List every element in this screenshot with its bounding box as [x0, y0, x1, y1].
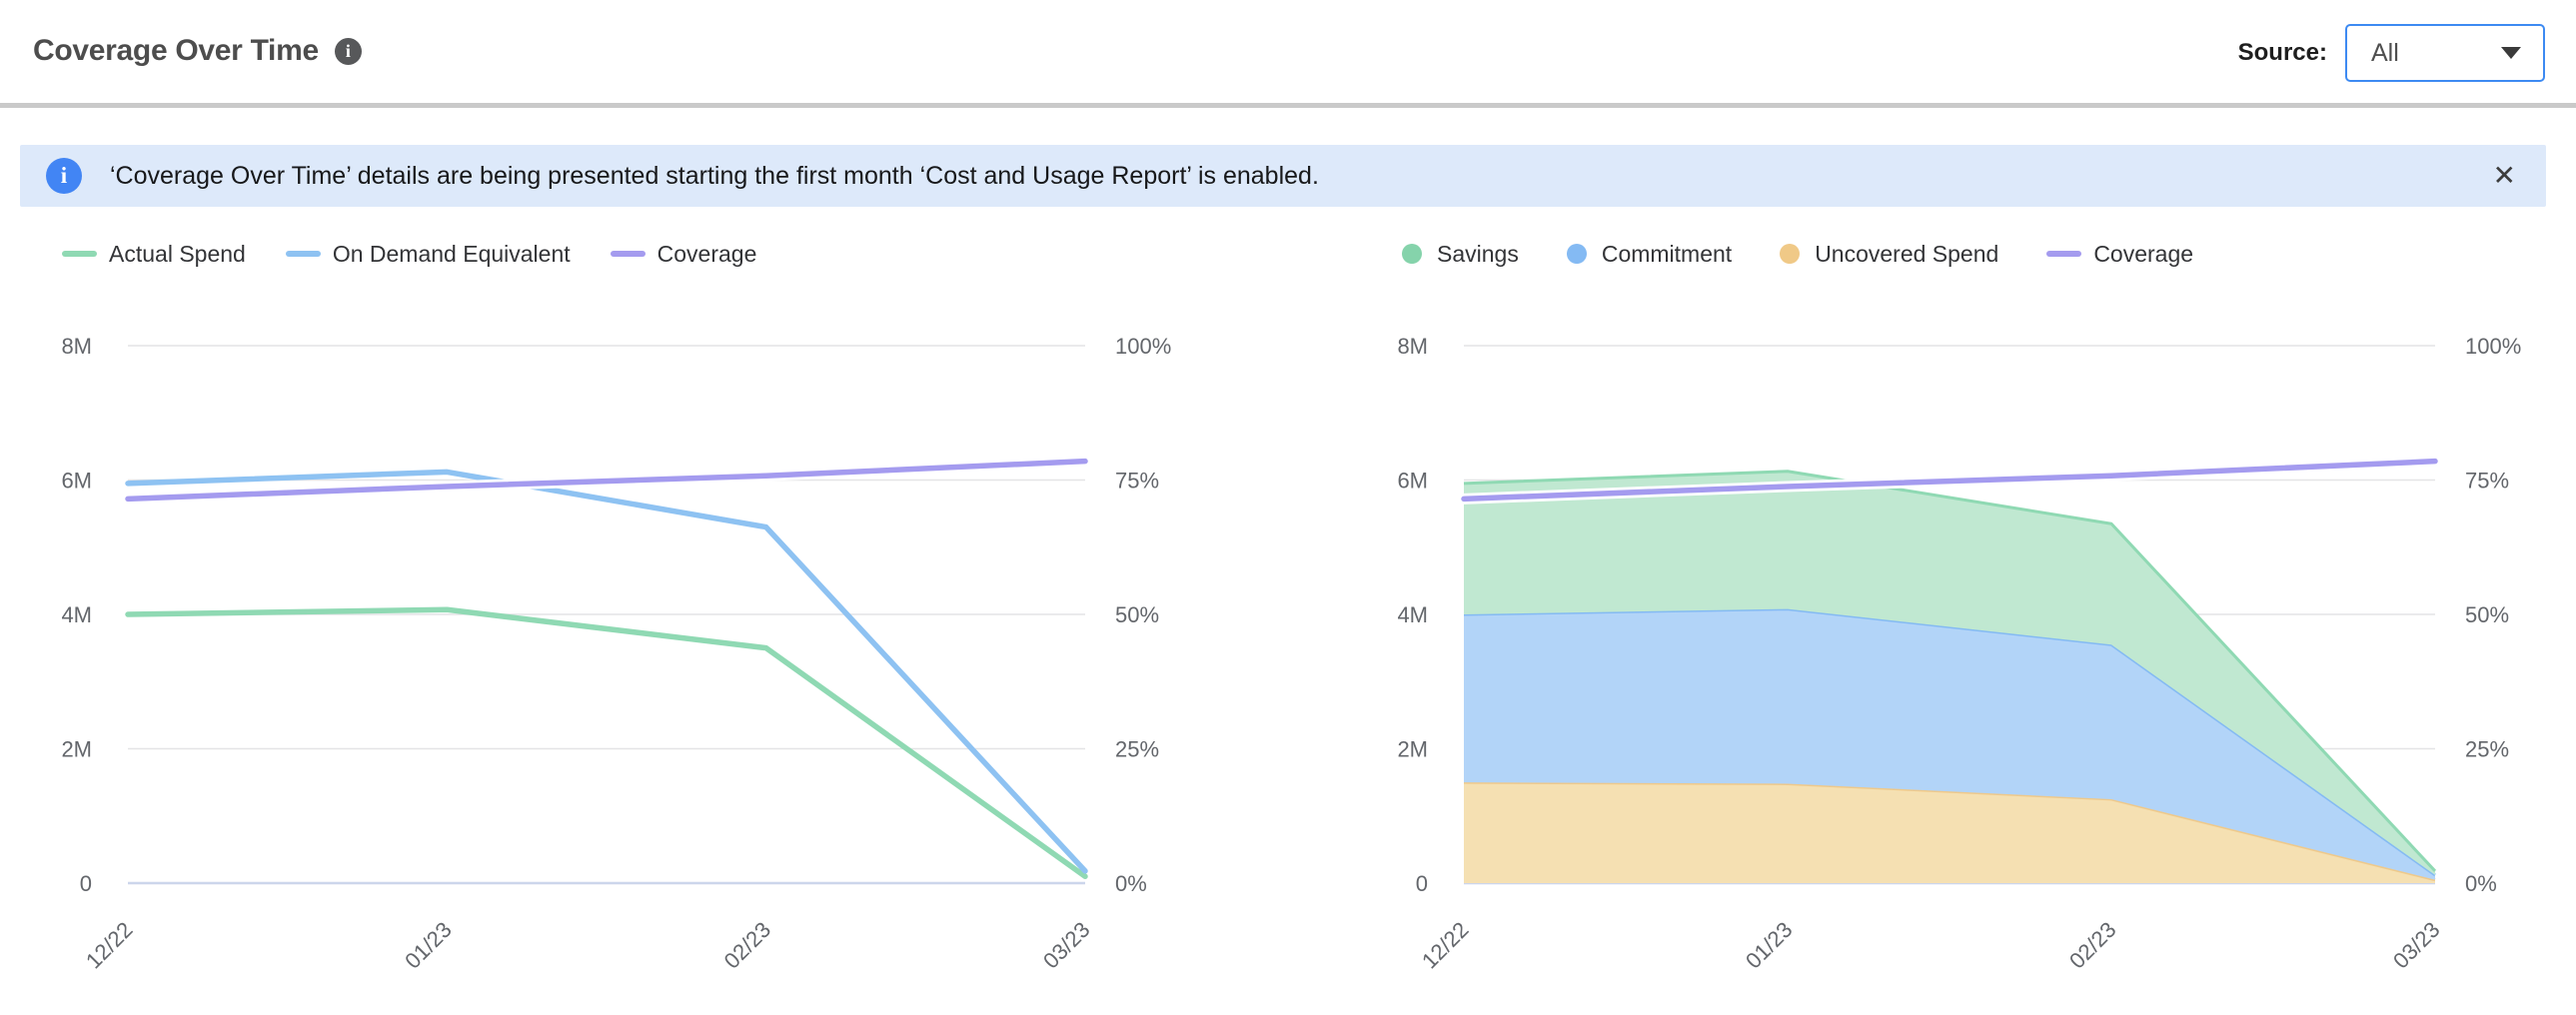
series-actual-spend-line[interactable] [125, 606, 1088, 880]
y-axis-tick-left: 2M [61, 737, 92, 762]
legend-left: Actual Spend On Demand Equivalent Coverage [62, 240, 796, 268]
stacked-area-chart-savings-commitment[interactable]: 0 0% 2M 25% 4M 50% 6M 75% 8M 100% 12/22 01/23 02/23 0… [1339, 300, 2576, 1015]
y-axis-tick-left: 4M [61, 602, 92, 627]
series-coverage-line[interactable] [125, 458, 1088, 503]
y-axis-tick-left: 8M [61, 334, 92, 359]
legend-label: Actual Spend [109, 240, 246, 267]
legend-right: Savings Commitment Uncovered Spend Coverage [1402, 240, 2241, 268]
x-axis-tick: 01/23 [400, 917, 457, 974]
area-savings[interactable] [1464, 471, 2435, 875]
legend-circle-swatch-uncovered-spend [1780, 244, 1801, 264]
y-axis-tick-left: 0 [80, 871, 92, 896]
y-axis-tick-left: 6M [1397, 469, 1428, 494]
legend-item-savings[interactable]: Savings [1402, 241, 1519, 268]
header: Coverage Over Time i Source: All [0, 0, 2576, 108]
y-axis-tick-right: 0% [2465, 871, 2497, 896]
y-axis-tick-right: 75% [1115, 469, 1159, 494]
y-axis-tick-right: 50% [2465, 602, 2509, 627]
chevron-down-icon [2501, 47, 2521, 59]
y-axis-tick-right: 50% [1115, 602, 1159, 627]
source-label: Source: [2237, 39, 2327, 66]
y-axis-tick-left: 8M [1397, 334, 1428, 359]
legend-line-swatch-coverage [2046, 251, 2082, 257]
area-commitment[interactable] [1464, 608, 2435, 880]
legend-label: Commitment [1601, 240, 1733, 267]
legend-line-swatch-actual-spend [62, 251, 97, 257]
y-axis-tick-right: 100% [2465, 334, 2521, 359]
x-axis-tick: 03/23 [2388, 917, 2445, 974]
legend-item-actual-spend[interactable]: Actual Spend [62, 241, 246, 268]
area-edge-savings [1463, 470, 2437, 872]
info-circle-icon: i [46, 158, 82, 194]
y-axis-tick-right: 100% [1115, 334, 1171, 359]
x-axis-tick: 12/22 [1417, 917, 1474, 974]
legend-item-uncovered-spend[interactable]: Uncovered Spend [1780, 241, 1998, 268]
legend-label: On Demand Equivalent [332, 240, 571, 267]
legend-item-on-demand-equivalent[interactable]: On Demand Equivalent [285, 240, 571, 268]
y-axis-tick-right: 75% [2465, 469, 2509, 494]
source-dropdown-value: All [2371, 38, 2399, 67]
info-banner: i ‘Coverage Over Time’ details are being… [20, 145, 2546, 207]
legend-label: Uncovered Spend [1815, 240, 1999, 267]
area-uncovered-spend[interactable] [1464, 782, 2435, 883]
y-axis-tick-left: 4M [1397, 602, 1428, 627]
legend-label: Coverage [2093, 240, 2194, 267]
legend-line-swatch-coverage [610, 251, 645, 257]
y-axis-tick-right: 0% [1115, 871, 1147, 896]
y-axis-tick-left: 6M [61, 469, 92, 494]
y-axis-tick-left: 0 [1416, 871, 1428, 896]
legend-item-coverage[interactable]: Coverage [2046, 241, 2193, 268]
legend-label: Savings [1437, 240, 1519, 267]
series-on-demand-equivalent-line[interactable] [125, 469, 1088, 874]
y-axis-tick-right: 25% [2465, 737, 2509, 762]
x-axis-tick: 02/23 [2064, 917, 2121, 974]
legend-label: Coverage [656, 240, 757, 267]
page-title: Coverage Over Time [33, 34, 319, 67]
x-axis-tick: 03/23 [1038, 917, 1095, 974]
y-axis-tick-left: 2M [1397, 737, 1428, 762]
close-icon[interactable]: ✕ [2492, 160, 2516, 191]
legend-item-commitment[interactable]: Commitment [1566, 240, 1733, 268]
series-coverage-line[interactable] [1461, 458, 2438, 503]
y-axis-tick-right: 25% [1115, 737, 1159, 762]
header-divider [0, 103, 2576, 108]
legend-item-coverage[interactable]: Coverage [610, 240, 757, 268]
info-icon[interactable]: i [334, 37, 362, 65]
line-chart-spend-coverage[interactable]: 0 0% 2M 25% 4M 50% 6M 75% 8M 100% 12/22 01/23 02/23 0… [30, 300, 1269, 1015]
x-axis-tick: 01/23 [1741, 917, 1798, 974]
x-axis-tick: 12/22 [81, 917, 138, 974]
source-dropdown[interactable]: All [2345, 24, 2545, 82]
banner-text: ‘Coverage Over Time’ details are being p… [110, 161, 1319, 190]
x-axis-tick: 02/23 [719, 917, 776, 974]
legend-circle-swatch-savings [1402, 244, 1422, 264]
legend-circle-swatch-commitment [1566, 244, 1587, 264]
legend-line-swatch-on-demand-equivalent [285, 251, 321, 257]
